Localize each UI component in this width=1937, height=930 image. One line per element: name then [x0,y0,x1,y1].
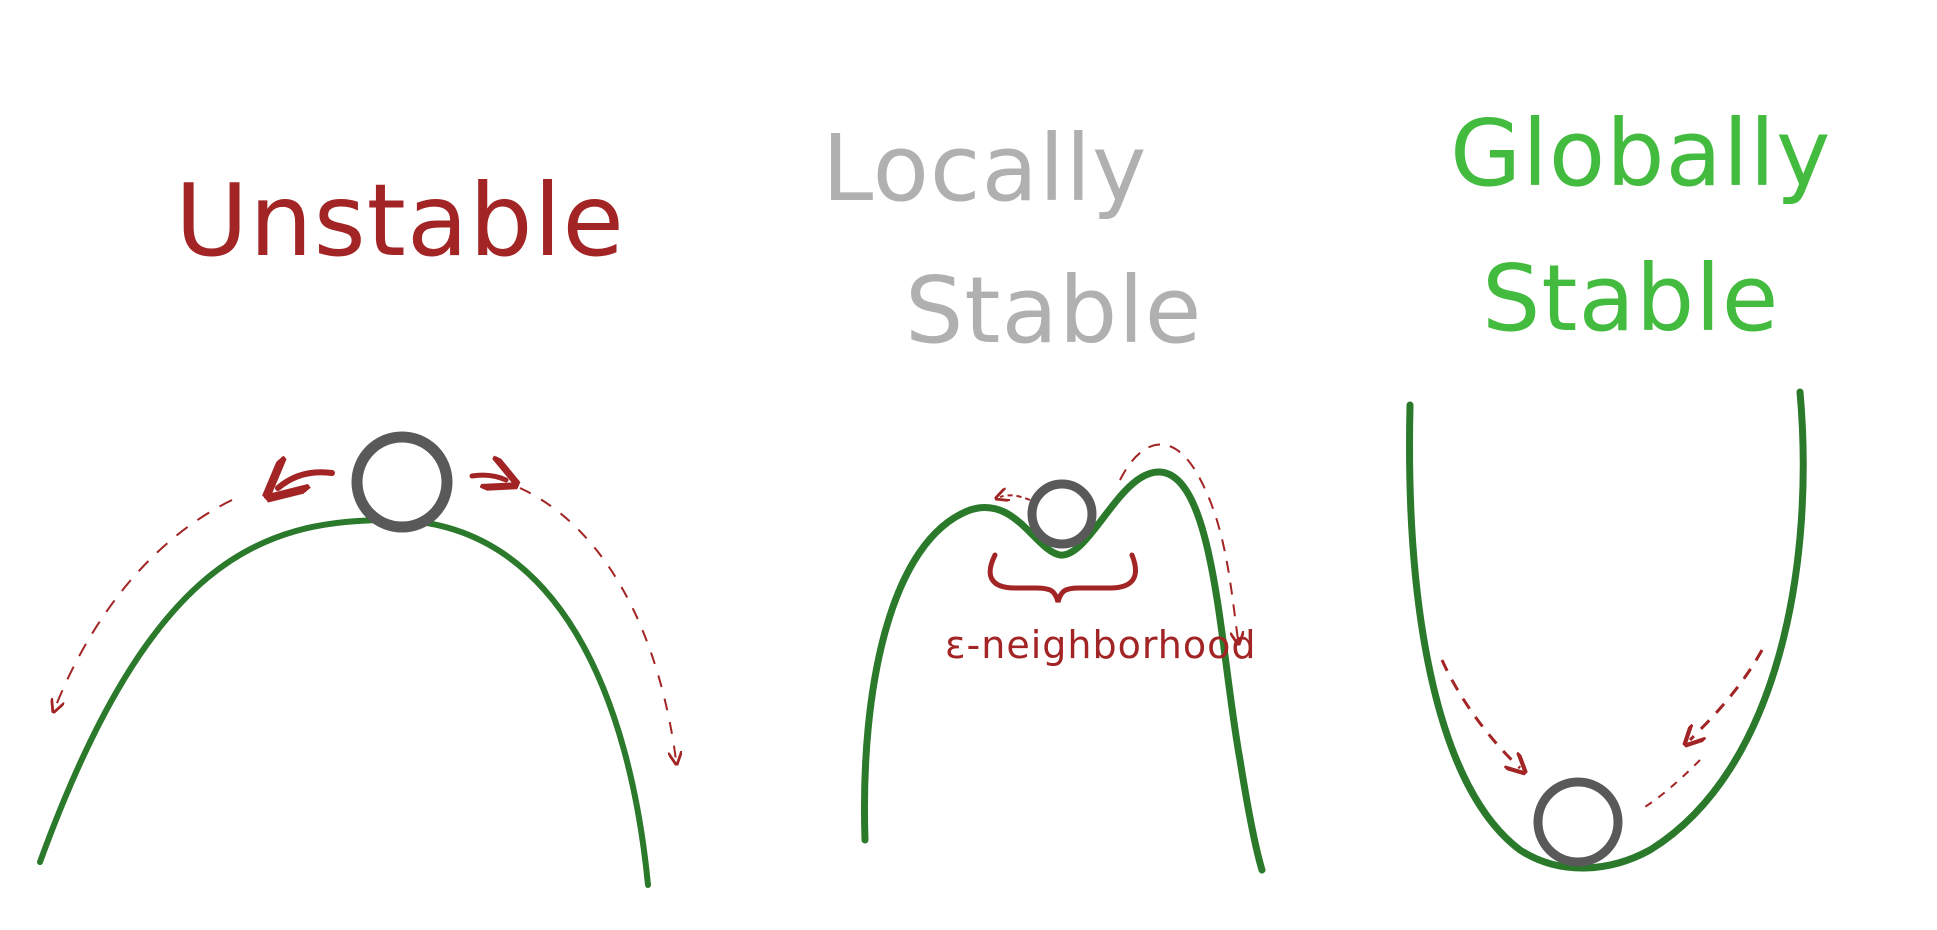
panel-globally-stable: Globally Stable [1406,100,1831,872]
bowl-curve [1406,388,1807,872]
title-locally-stable-line-2: Stable [905,257,1202,364]
epsilon-neighborhood-brace [987,552,1138,603]
arrow-right-dashed [519,487,676,760]
well-with-local-dip-curve [861,468,1266,874]
title-globally-stable-line-2: Stable [1482,245,1779,352]
arrow-small-left-dashed [1000,495,1031,500]
ball-in-local-dip [1027,479,1097,549]
arrow-into-bowl-left-dashed [1440,659,1520,768]
title-locally-stable-line-1: Locally [822,115,1147,222]
ball-at-bottom [1533,777,1623,867]
title-globally-stable-line-1: Globally [1450,100,1831,207]
title-unstable-line-1: Unstable [175,162,625,279]
epsilon-neighborhood-label: ε-neighborhood [945,623,1257,667]
hill-curve [37,516,651,888]
arrow-right-solid [469,475,506,480]
panel-unstable: Unstable [37,162,676,888]
arrow-over-right-peak-dashed [1119,443,1238,640]
ball-on-hilltop [351,431,453,533]
arrow-into-bowl-lower-dashed [1639,759,1701,811]
arrow-left-solid [278,472,335,488]
panel-locally-stable: Locally Stable ε-neighborhood [822,115,1266,874]
arrow-left-dashed [55,499,233,708]
